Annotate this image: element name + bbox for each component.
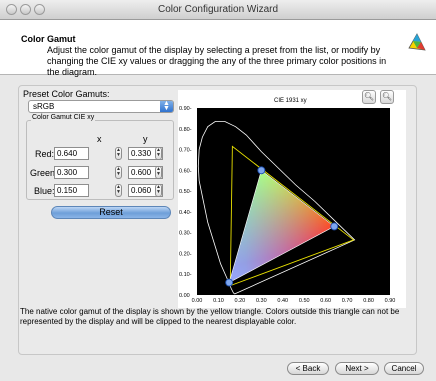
zoom-window-button[interactable] [34,4,45,15]
back-button[interactable]: < Back [287,362,329,375]
close-window-button[interactable] [6,4,17,15]
zoom-out-button[interactable]: 🔍︎ [380,90,394,104]
preset-select-value: sRGB [33,102,55,111]
y-tick-label: 0.90- [179,106,192,112]
y-tick-label: 0.10- [179,272,192,278]
y-tick-label: 0.80- [179,127,192,133]
blue-x-input[interactable]: 0.150 [54,184,89,197]
blue-primary-handle[interactable] [225,278,234,287]
gamut-groupbox-title: Color Gamut CIE xy [31,114,96,121]
cie-diagram[interactable]: CIE 1931 xy 0.00 0.10 0.20 0.30 0.40 0.50 0.60… [178,90,406,308]
gamut-blue-blend [229,170,335,283]
x-tick-label: 0.40 [277,298,288,304]
y-tick-label: 0.70- [179,148,192,154]
y-tick-label: 0.30- [179,231,192,237]
y-tick-label: 0.50- [179,189,192,195]
spectral-locus [197,121,356,295]
cancel-button[interactable]: Cancel [384,362,424,375]
y-tick-label: 0.40- [179,210,192,216]
column-header-x: x [97,134,102,144]
blue-label: Blue: [34,186,55,196]
green-x-input[interactable]: 0.300 [54,166,89,179]
x-tick-label: 0.10 [213,298,224,304]
step-description: Adjust the color gamut of the display by… [47,45,387,77]
x-tick-label: 0.60 [320,298,331,304]
native-gamut-triangle [229,145,355,287]
window-title: Color Configuration Wizard [157,4,279,15]
green-x-stepper[interactable]: ▲ ▼ [115,166,122,179]
color-wizard-logo-icon [408,33,426,51]
chart-title: CIE 1931 xy [274,98,307,104]
green-y-stepper[interactable]: ▲ ▼ [155,166,162,179]
x-tick-label: 0.70 [342,298,353,304]
x-tick-label: 0.90 [385,298,396,304]
gamut-note: The native color gamut of the display is… [20,307,400,326]
red-x-input[interactable]: 0.640 [54,147,89,160]
y-tick-label: 0.60- [179,168,192,174]
next-button[interactable]: Next > [335,362,379,375]
preset-label: Preset Color Gamuts: [23,89,110,99]
x-tick-label: 0.20 [235,298,246,304]
blue-x-stepper[interactable]: ▲ ▼ [115,184,122,197]
y-tick-label: 0.20- [179,251,192,257]
select-arrows-icon: ▲ ▼ [160,100,173,112]
red-primary-handle[interactable] [330,222,339,231]
green-primary-handle[interactable] [257,166,266,175]
gamut-groupbox [26,120,174,200]
cie-chart-svg[interactable]: CIE 1931 xy 0.00 0.10 0.20 0.30 0.40 0.50 0.60… [178,90,406,308]
blue-y-input[interactable]: 0.060 [128,184,163,197]
red-y-stepper[interactable]: ▲ ▼ [155,147,162,160]
red-x-stepper[interactable]: ▲ ▼ [115,147,122,160]
zoom-in-icon: 🔍︎ [363,92,375,101]
step-title: Color Gamut [21,34,76,44]
x-tick-label: 0.80 [363,298,374,304]
x-tick-label: 0.00 [192,298,203,304]
x-tick-label: 0.30 [256,298,267,304]
reset-button[interactable]: Reset [51,206,171,219]
preset-select[interactable]: sRGB ▲ ▼ [28,100,174,113]
srgb-gamut-outline [228,169,335,284]
red-y-input[interactable]: 0.330 [128,147,163,160]
blue-y-stepper[interactable]: ▲ ▼ [155,184,162,197]
red-label: Red: [35,149,55,159]
column-header-y: y [143,134,148,144]
y-tick-label: 0.00 [179,293,190,299]
wizard-header: Color Gamut Adjust the color gamut of th… [0,20,436,77]
green-y-input[interactable]: 0.600 [128,166,163,179]
zoom-out-icon: 🔍︎ [381,92,393,101]
green-label: Green: [30,168,58,178]
x-tick-label: 0.50 [299,298,310,304]
title-bar: Color Configuration Wizard [0,0,436,20]
zoom-in-button[interactable]: 🔍︎ [362,90,376,104]
minimize-window-button[interactable] [20,4,31,15]
